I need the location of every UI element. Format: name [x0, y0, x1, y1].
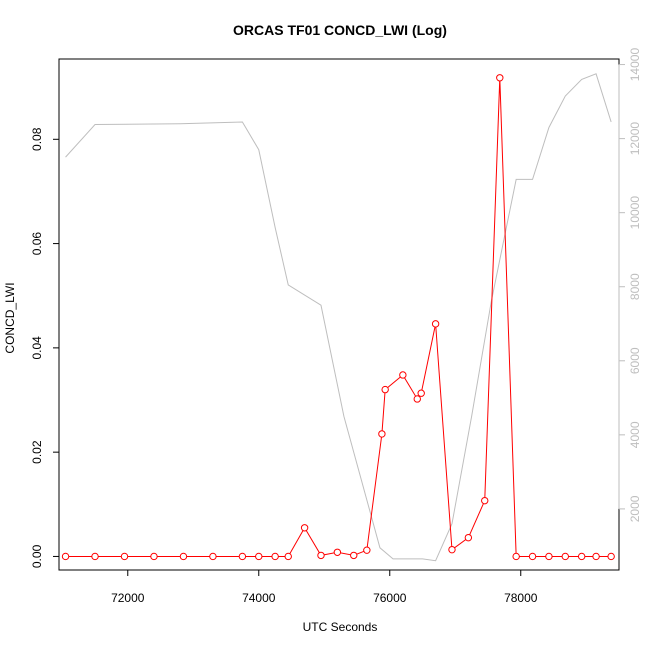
data-point	[381, 385, 389, 394]
data-point	[481, 496, 489, 505]
y-tick-label: 0.00	[30, 544, 44, 568]
series-layer	[61, 73, 615, 562]
data-point	[271, 552, 279, 561]
y2-tick-label: 12000	[628, 122, 642, 156]
data-point	[179, 552, 188, 561]
x-axis-title: UTC Seconds	[303, 620, 378, 634]
series-line-primary	[65, 77, 612, 557]
data-point	[545, 552, 553, 561]
series-line-secondary	[65, 73, 612, 562]
y2-tick-label: 14000	[628, 48, 642, 82]
data-point	[378, 430, 386, 438]
data-point	[607, 552, 615, 561]
y2-tick-label: 2000	[628, 495, 642, 522]
data-point	[448, 545, 456, 554]
data-point	[417, 389, 425, 397]
data-point	[350, 551, 358, 560]
x-tick-label: 74000	[242, 591, 276, 605]
y-tick-label: 0.06	[30, 232, 44, 256]
y2-tick-label: 6000	[628, 347, 642, 374]
x-tick-label: 76000	[373, 591, 407, 605]
x-tick-label: 72000	[111, 591, 145, 605]
data-point	[120, 552, 129, 561]
y2-tick-label: 8000	[628, 273, 642, 300]
y-axis-title: CONCD_LWI	[3, 282, 17, 353]
chart-title: ORCAS TF01 CONCD_LWI (Log)	[233, 22, 447, 38]
y-tick-label: 0.02	[30, 440, 44, 464]
y2-tick-label: 4000	[628, 421, 642, 448]
data-point	[399, 371, 407, 379]
data-point	[431, 320, 440, 328]
data-point	[238, 552, 247, 561]
y2-tick-label: 10000	[628, 196, 642, 230]
data-point	[317, 551, 325, 560]
data-point	[363, 546, 371, 554]
data-point	[512, 552, 520, 561]
data-point	[528, 552, 537, 561]
y-tick-label: 0.04	[30, 336, 44, 360]
x-tick-label: 78000	[504, 591, 538, 605]
data-point	[496, 74, 504, 82]
data-point	[209, 552, 217, 561]
y-axis-left: 0.00 0.02 0.04 0.06 0.08	[30, 127, 60, 568]
data-point	[284, 552, 292, 561]
data-point	[592, 552, 600, 561]
y-tick-label: 0.08	[30, 127, 44, 151]
y-axis-right: 2000 4000 6000 8000 10000 12000 14000	[618, 48, 642, 522]
data-point	[333, 548, 342, 556]
data-point	[413, 395, 421, 403]
data-point	[300, 524, 309, 532]
data-point	[561, 552, 569, 561]
data-point	[255, 552, 263, 561]
data-point	[577, 552, 586, 561]
data-point	[91, 552, 99, 561]
plot-frame	[58, 58, 620, 571]
data-point	[464, 533, 473, 542]
data-point	[150, 552, 158, 561]
x-axis: 72000 74000 76000 78000	[111, 569, 538, 605]
data-point	[61, 552, 70, 561]
